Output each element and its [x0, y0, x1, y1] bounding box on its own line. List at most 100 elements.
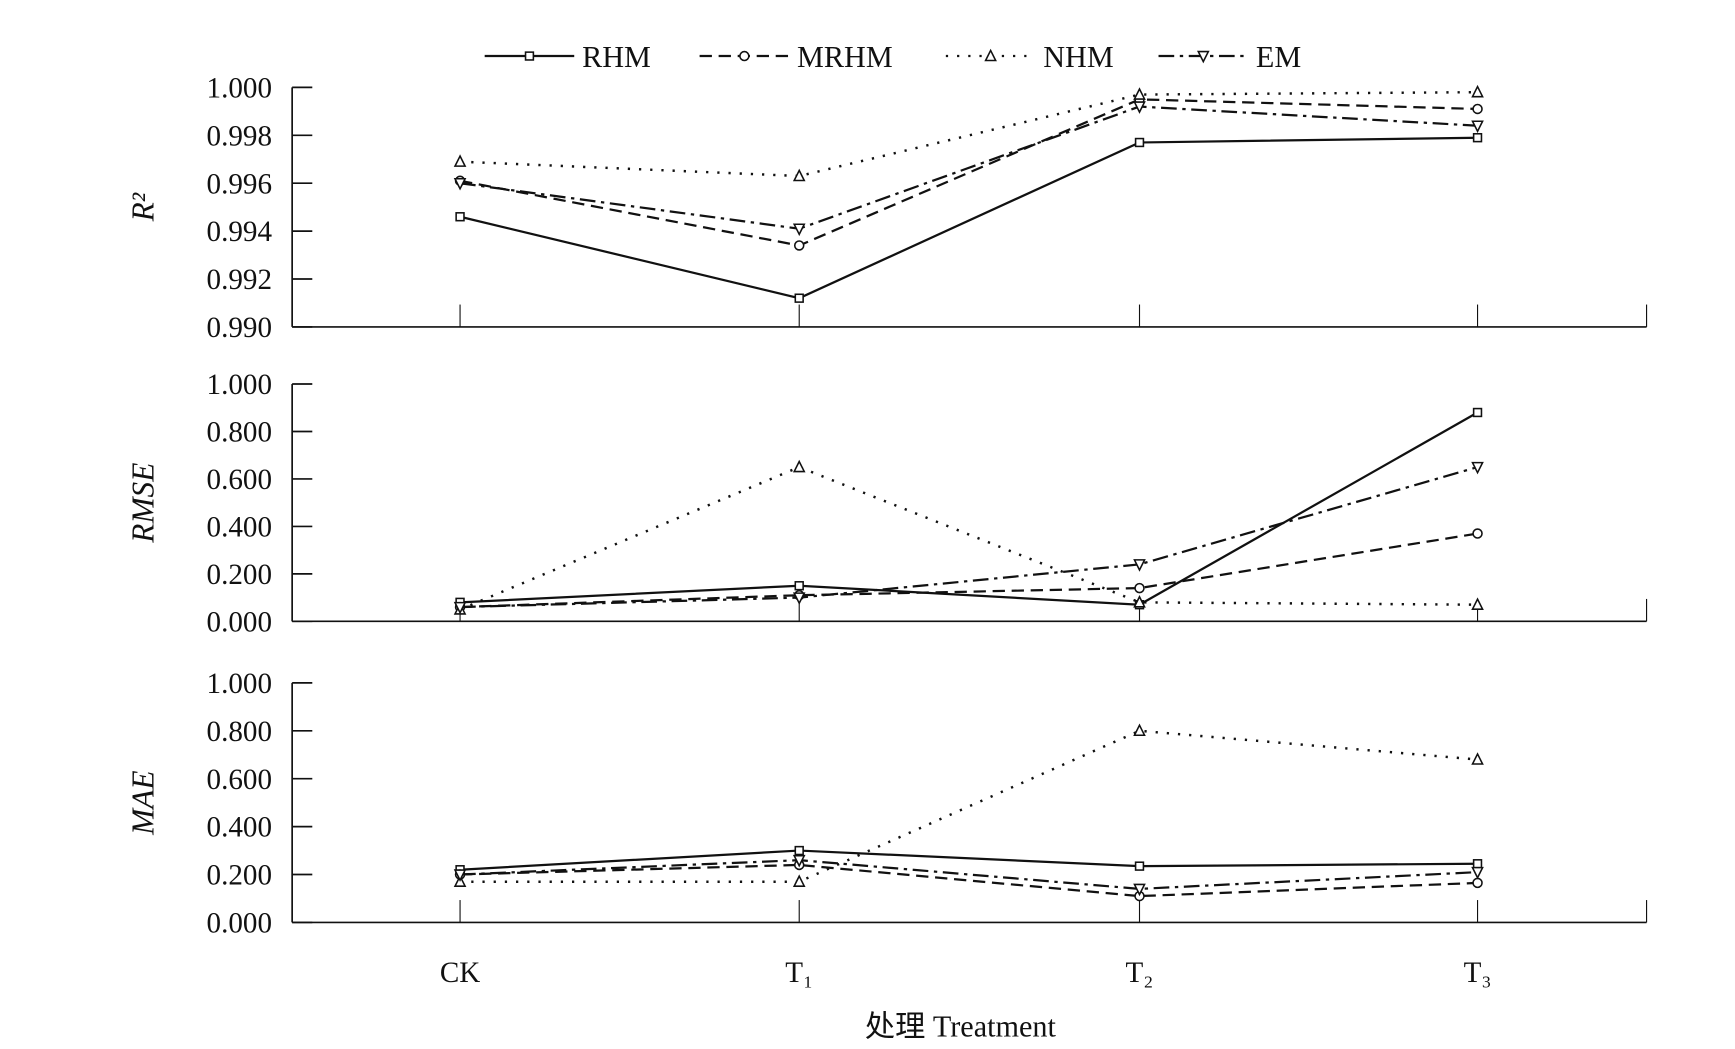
data-point-rhm: [1134, 861, 1145, 871]
x-axis-labels: CK T₁ T₂ T₃: [440, 957, 1492, 989]
x-tick-label: CK: [440, 957, 480, 989]
legend-label: MRHM: [797, 40, 893, 74]
series-line-rhm: [459, 849, 1478, 871]
y-tick-label: 0.000: [207, 606, 272, 638]
y-tick-label: 0.400: [207, 812, 272, 844]
data-point-nhm: [453, 154, 467, 167]
data-point-em: [1471, 461, 1484, 475]
data-point-nhm: [1133, 723, 1146, 737]
y-axis-label: RMSE: [125, 463, 160, 544]
panel-rmse: 0.000 0.200 0.400 0.600 0.800 1.000 RMSE: [125, 369, 1648, 638]
data-point-nhm: [1471, 597, 1484, 610]
y-tick-label: 0.800: [207, 417, 272, 449]
legend-item-nhm: NHM: [945, 40, 1114, 74]
y-tick-label: 1.000: [207, 369, 272, 401]
data-point-rhm: [794, 581, 804, 591]
data-point-mrhm: [793, 240, 805, 251]
legend-label: EM: [1256, 40, 1301, 74]
legend-label: RHM: [582, 40, 651, 74]
y-tick-label: 0.800: [207, 716, 272, 748]
data-point-rhm: [1472, 859, 1483, 869]
series-line-nhm: [460, 90, 1478, 178]
data-point-em: [1133, 559, 1146, 572]
data-point-rhm: [794, 845, 804, 856]
y-tick-label: 0.000: [207, 908, 272, 940]
y-tick-label: 0.200: [207, 559, 272, 591]
series-em: [453, 854, 1484, 897]
y-tick-label: 1.000: [207, 668, 272, 700]
data-point-mrhm: [1472, 877, 1483, 889]
series-line-rhm: [459, 136, 1478, 300]
data-point-nhm: [1133, 87, 1146, 100]
data-point-em: [792, 223, 806, 237]
circle-marker-icon: [739, 50, 750, 62]
data-point-rhm: [1472, 407, 1483, 418]
data-point-rhm: [1134, 137, 1145, 148]
data-point-mrhm: [1472, 528, 1483, 539]
series-mrhm: [454, 528, 1483, 613]
data-point-nhm: [1133, 594, 1146, 608]
y-axis-label: R²: [125, 192, 160, 222]
y-axis-label: MAE: [125, 770, 160, 835]
data-point-rhm: [1472, 132, 1483, 143]
y-tick-label: 0.994: [207, 216, 273, 248]
series-rhm: [455, 845, 1483, 875]
y-tick-label: 0.400: [207, 511, 272, 543]
y-tick-label: 0.998: [207, 120, 272, 152]
data-point-em: [792, 592, 806, 605]
data-point-em: [792, 854, 806, 868]
y-tick-label: 0.990: [207, 312, 272, 344]
data-point-em: [453, 601, 467, 615]
y-tick-label: 0.996: [207, 168, 272, 200]
legend-item-mrhm: MRHM: [699, 40, 893, 74]
data-point-em: [453, 869, 467, 882]
data-point-nhm: [1471, 84, 1484, 98]
series-line-mrhm: [460, 863, 1478, 898]
series-em: [453, 101, 1484, 237]
data-point-mrhm: [1134, 582, 1145, 594]
series-line-rhm: [460, 411, 1479, 606]
legend: RHM MRHM NHM EM: [484, 40, 1301, 74]
y-tick-label: 1.000: [207, 72, 272, 104]
x-tick-label: T₁: [785, 957, 813, 989]
x-tick-label: T₂: [1126, 957, 1154, 989]
series-rhm: [455, 132, 1483, 303]
y-tick-label: 0.600: [207, 464, 272, 496]
data-point-nhm: [792, 168, 806, 182]
data-point-rhm: [455, 212, 465, 222]
data-point-em: [1471, 120, 1484, 134]
series-nhm: [453, 84, 1484, 182]
data-point-em: [1133, 883, 1146, 897]
y-tick-label: 0.992: [207, 264, 272, 296]
data-point-nhm: [1471, 752, 1484, 765]
series-nhm: [453, 723, 1484, 887]
data-point-rhm: [794, 293, 804, 303]
data-point-em: [1471, 866, 1484, 880]
legend-label: NHM: [1043, 40, 1114, 74]
x-axis-title: 处理 Treatment: [865, 1010, 1057, 1044]
square-marker-icon: [524, 51, 535, 61]
legend-item-em: EM: [1158, 40, 1301, 74]
series-line-nhm: [459, 465, 1478, 611]
data-point-nhm: [792, 874, 806, 887]
series-rhm: [455, 407, 1483, 610]
panel-mae: 0.000 0.200 0.400 0.600 0.800 1.000 MAE: [125, 668, 1648, 940]
y-tick-label: 0.200: [207, 860, 272, 892]
series-line-em: [460, 466, 1478, 609]
series-line-mrhm: [459, 98, 1478, 247]
data-point-em: [453, 177, 467, 191]
series-nhm: [453, 459, 1484, 615]
triangle-up-marker-icon: [984, 48, 997, 62]
series-line-em: [460, 859, 1478, 891]
triangle-down-marker-icon: [1197, 50, 1210, 64]
panel-r2: 0.990 0.992 0.994 0.996 0.998 1.000 R²: [125, 72, 1648, 344]
legend-item-rhm: RHM: [484, 40, 651, 74]
data-point-mrhm: [1472, 103, 1483, 115]
data-point-nhm: [792, 459, 806, 473]
series-em: [453, 461, 1484, 615]
x-tick-label: T₃: [1464, 957, 1492, 989]
series-line-nhm: [460, 729, 1478, 883]
series-line-em: [459, 105, 1478, 230]
series-mrhm: [454, 94, 1483, 251]
